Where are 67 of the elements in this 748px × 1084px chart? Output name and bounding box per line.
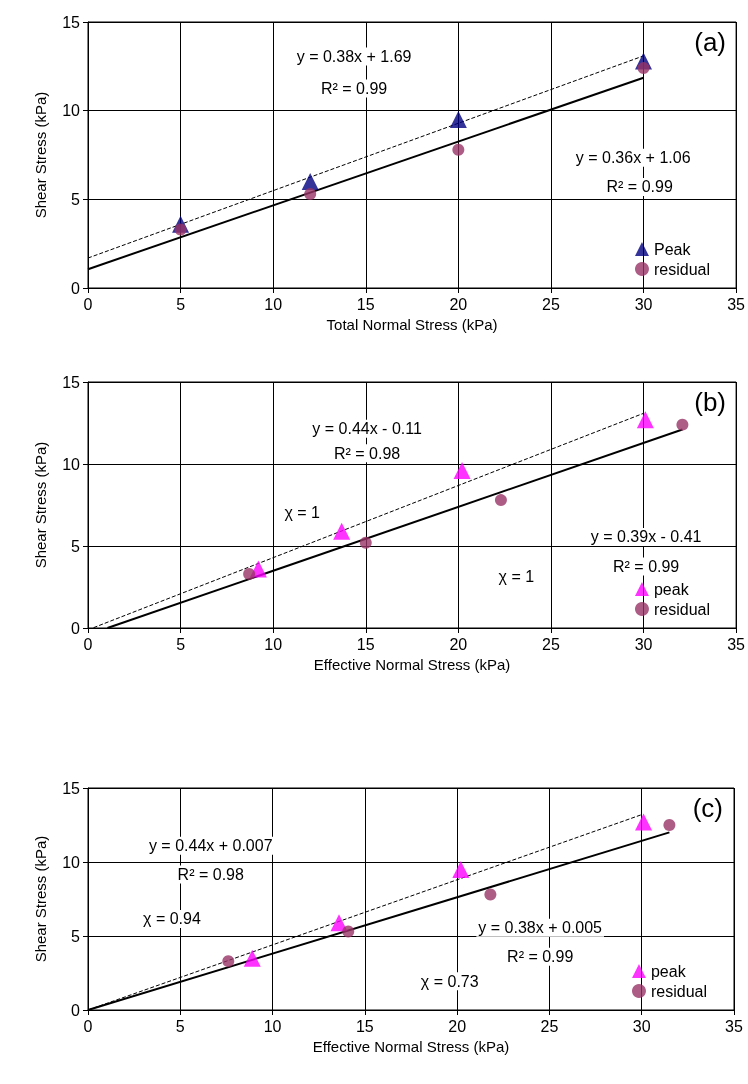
y-tick-label: 0 xyxy=(71,619,81,637)
x-tick-label: 30 xyxy=(632,1017,651,1035)
y-tick-label: 15 xyxy=(62,13,81,31)
y-tick-label: 0 xyxy=(71,279,81,297)
x-tick-label: 30 xyxy=(634,635,653,653)
x-tick-label: 5 xyxy=(176,635,186,653)
y-tick-label: 10 xyxy=(62,102,81,120)
annotation: y = 0.44x - 0.11 xyxy=(312,420,422,438)
annotation: χ = 0.73 xyxy=(420,972,479,990)
chart-title: (c) xyxy=(692,793,724,823)
annotation: y = 0.38x + 1.69 xyxy=(296,48,412,66)
x-tick-label: 10 xyxy=(264,295,283,313)
legend-label: peak xyxy=(650,962,687,980)
y-tick-label: 15 xyxy=(62,779,81,797)
x-tick-label: 25 xyxy=(542,295,560,313)
annotation: χ = 0.94 xyxy=(143,910,201,928)
x-tick-label: 0 xyxy=(83,295,93,313)
x-tick-label: 30 xyxy=(634,295,653,313)
x-tick-label: 15 xyxy=(355,1017,374,1035)
y-tick-label: 15 xyxy=(62,373,81,391)
x-tick-label: 25 xyxy=(540,1017,559,1035)
annotation: R² = 0.99 xyxy=(606,178,673,196)
annotation: R² = 0.99 xyxy=(320,80,388,97)
legend-label: peak xyxy=(653,580,690,598)
y-tick-label: 5 xyxy=(71,190,81,208)
legend-label: residual xyxy=(653,600,710,618)
y-tick-label: 0 xyxy=(71,1001,81,1019)
annotation: y = 0.44x + 0.007 xyxy=(148,837,273,855)
legend-label: residual xyxy=(653,260,710,278)
annotation: y = 0.39x - 0.41 xyxy=(590,528,702,546)
y-tick-label: 5 xyxy=(71,927,81,945)
x-axis-title: Effective Normal Stress (kPa) xyxy=(313,655,511,673)
annotation: y = 0.38x + 0.005 xyxy=(478,919,603,937)
annotation: R² = 0.98 xyxy=(333,444,401,462)
x-tick-label: 5 xyxy=(175,1017,185,1035)
y-axis-title: Shear Stress (kPa) xyxy=(32,91,49,219)
x-tick-label: 35 xyxy=(727,635,746,653)
annotation: R² = 0.99 xyxy=(507,948,574,966)
chart-title: (a) xyxy=(694,27,726,57)
x-tick-label: 35 xyxy=(725,1017,743,1035)
x-tick-label: 35 xyxy=(727,295,746,313)
chart-title: (b) xyxy=(694,387,726,417)
x-tick-label: 10 xyxy=(263,1017,282,1035)
x-tick-label: 20 xyxy=(449,295,468,313)
x-tick-label: 20 xyxy=(449,635,468,653)
x-tick-label: 0 xyxy=(83,1017,93,1035)
y-tick-label: 5 xyxy=(71,537,81,555)
legend-label: residual xyxy=(650,982,707,1000)
annotation: χ = 1 xyxy=(498,567,535,585)
y-axis-title: Shear Stress (kPa) xyxy=(32,441,49,569)
annotation: y = 0.36x + 1.06 xyxy=(575,149,691,167)
y-tick-label: 10 xyxy=(62,853,81,871)
y-axis-title: Shear Stress (kPa) xyxy=(32,835,49,963)
x-tick-label: 5 xyxy=(176,295,186,313)
x-tick-label: 25 xyxy=(542,635,560,653)
x-tick-label: 20 xyxy=(448,1017,467,1035)
x-tick-label: 15 xyxy=(356,295,375,313)
x-tick-label: 15 xyxy=(356,635,375,653)
annotation: χ = 1 xyxy=(284,503,321,521)
x-axis-title: Effective Normal Stress (kPa) xyxy=(312,1037,510,1055)
x-axis-title: Total Normal Stress (kPa) xyxy=(326,315,498,333)
annotation: R² = 0.99 xyxy=(613,558,680,575)
y-tick-label: 10 xyxy=(62,455,81,473)
x-tick-label: 0 xyxy=(83,635,93,653)
legend-label: Peak xyxy=(653,240,692,258)
x-tick-label: 10 xyxy=(264,635,283,653)
annotation: R² = 0.98 xyxy=(177,866,244,884)
